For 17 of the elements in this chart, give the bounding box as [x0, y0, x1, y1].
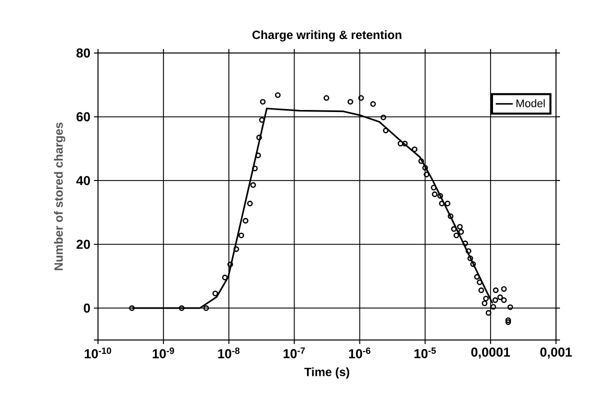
y-tick-label: 40 [76, 176, 90, 186]
y-tick-label: 80 [76, 48, 90, 58]
x-tick-label: 10$^{-9}$ [152, 348, 174, 358]
y-axis-title: Number of stored charges [54, 122, 66, 270]
x-tick-label: 10$^{-7}$ [284, 348, 305, 358]
y-tick-label: 60 [76, 112, 90, 122]
x-tick-label: 10$^{-5}$ [414, 348, 436, 358]
chart-title: Charge writing & retention [252, 30, 402, 42]
y-tick-label: 0 [84, 304, 90, 313]
x-tick-label: 10$^{-6}$ [349, 348, 370, 358]
x-tick-label: 0,001 [540, 348, 572, 359]
legend-label: Model [516, 99, 545, 108]
y-tick-label: 20 [76, 240, 90, 249]
x-tick-label: 0,0001 [471, 348, 510, 359]
x-axis-title: Time (s) [304, 367, 350, 379]
x-tick-label: 10$^{-10}$ [84, 348, 112, 358]
x-tick-label: 10$^{-8}$ [218, 348, 240, 358]
